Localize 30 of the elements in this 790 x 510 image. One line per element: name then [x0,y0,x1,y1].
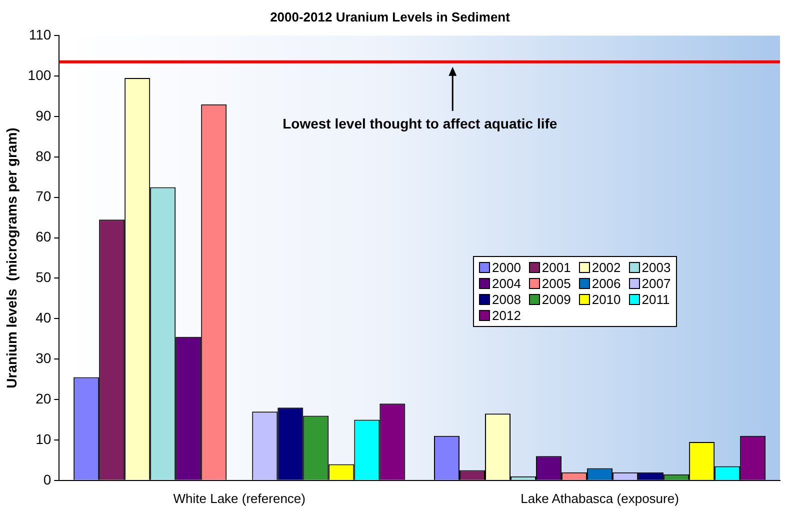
y-tick-label: 50 [36,269,52,286]
legend-label: 2007 [642,276,671,291]
legend-label: 2010 [592,292,621,307]
y-axis-title: Uranium levels (micrograms per gram) [3,128,20,388]
x-tick-label: Lake Athabasca (exposure) [520,490,679,506]
y-tick-label: 60 [36,228,52,245]
legend-label: 2006 [592,276,621,291]
ref-line-label: Lowest level thought to affect aquatic life [282,116,558,132]
y-tick-label: 10 [36,430,52,447]
legend-label: 2005 [542,276,571,291]
legend-label: 2009 [542,292,571,307]
y-tick-label: 100 [28,66,52,83]
y-tick-label: 40 [36,310,52,326]
y-tick-label: 90 [36,107,52,124]
y-tick-label: 110 [28,26,52,42]
y-tick-label: 80 [36,148,52,164]
y-tick-label: 70 [36,188,52,204]
y-tick-label: 30 [36,350,52,366]
legend-label: 2001 [542,260,571,275]
legend-label: 2002 [592,260,621,275]
y-tick-label: 20 [36,390,52,406]
y-tick-label: 0 [43,471,52,488]
chart-title: 2000-2012 Uranium Levels in Sediment [270,9,511,24]
legend-label: 2012 [492,308,521,323]
legend-label: 2003 [642,260,671,275]
legend-label: 2008 [492,292,521,307]
legend-label: 2011 [642,292,670,307]
legend-label: 2000 [492,260,521,275]
x-tick-label: White Lake (reference) [173,490,306,506]
legend-label: 2004 [492,276,521,291]
